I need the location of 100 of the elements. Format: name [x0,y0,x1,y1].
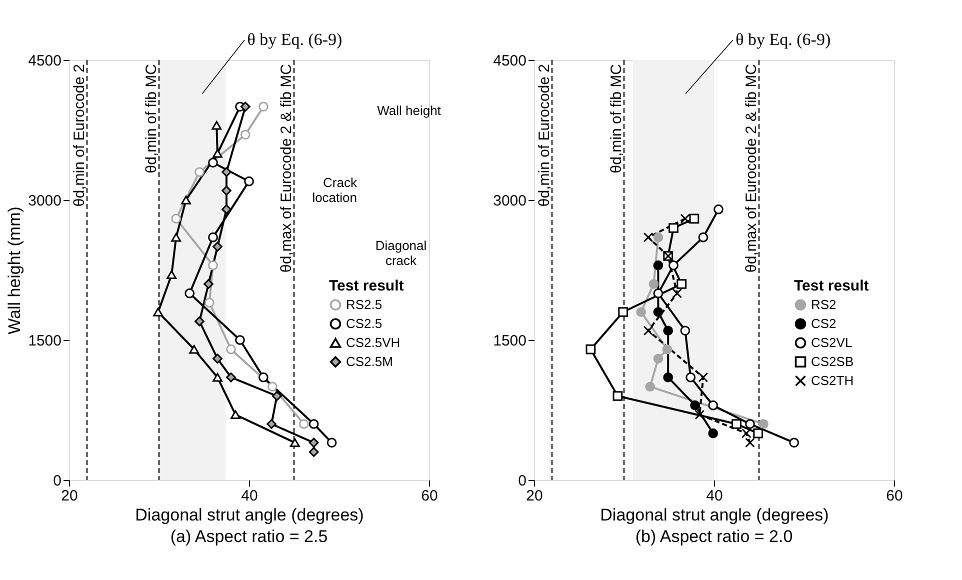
point [653,260,664,270]
point [308,419,319,429]
point [745,438,755,448]
point [643,232,654,242]
point [745,419,755,429]
point [618,307,628,317]
legend-label: RS2 [811,296,836,312]
annotation: Diagonal crack [375,238,427,268]
point [643,326,654,336]
point [267,382,278,392]
x-axis-title: Diagonal strut angle (degrees) [600,506,829,524]
point [226,344,236,354]
legend-label: CS2 [811,316,836,331]
point [244,176,254,186]
point [258,102,268,112]
x-tick-label: 20 [61,488,78,504]
point [171,232,182,242]
legend-label: CS2.5 [346,316,382,331]
point [694,410,705,420]
point [153,308,164,316]
point [653,232,664,242]
point [758,419,768,429]
point [194,316,204,326]
point [212,148,222,158]
x-tick-label: 60 [421,488,438,504]
point [212,120,222,130]
point [171,214,182,224]
point [732,419,742,429]
point [653,354,664,364]
ref-line-label: θd,min of Eurocode 2 [536,64,553,207]
x-tick-label: 40 [706,488,723,504]
point [698,232,708,242]
point [235,335,245,345]
point [240,102,250,112]
legend-label: RS2.5 [346,296,382,312]
legend-label: CS2.5M [346,354,393,369]
point [668,260,678,270]
y-tick-label: 1500 [493,332,526,350]
x-tick-label: 60 [886,488,903,504]
point [212,372,222,382]
annotation: Crack location [312,175,358,205]
point [204,298,214,308]
point [741,428,752,438]
point [226,372,236,382]
point [181,196,191,204]
y-tick-label: 0 [518,472,526,490]
ref-line-label: θd,min of fib MC [608,64,625,174]
point [222,186,232,196]
text: (b) Aspect ratio = 2.0 [635,527,793,546]
y-tick-label: 0 [53,472,62,490]
point [689,214,700,224]
point [662,344,672,354]
x-tick-label: 40 [241,488,258,504]
point [708,400,718,410]
point [272,391,282,401]
point [663,372,674,382]
x-axis-title: Diagonal strut angle (degrees) [135,506,364,524]
point [290,438,300,448]
legend-title: Test result [329,277,404,294]
band-label: θ by Eq. (6-9) [736,30,831,49]
legend-label: CS2VL [811,334,852,350]
point [222,167,232,177]
text: (a) Aspect ratio = 2.5 [170,527,328,546]
point [663,326,674,336]
annotation: Wall height [377,103,442,118]
point [258,372,268,382]
point [648,279,659,289]
ref-line-label: θd,max of Eurocode 2 & fib MC [278,64,295,272]
point [166,270,177,280]
point [298,419,309,429]
y-tick-label: 4500 [493,52,526,70]
ref-line-label: θd,max of Eurocode 2 & fib MC [743,64,760,272]
y-tick-label: 3000 [28,192,62,210]
point [240,130,250,140]
point [653,307,664,317]
legend-label: CS2TH [811,372,854,388]
point [690,400,700,410]
y-tick-label: 3000 [493,192,526,210]
y-tick-label: 4500 [28,52,62,70]
point [208,260,218,270]
point [653,288,664,298]
point [222,204,232,214]
point [680,326,690,336]
y-tick-label: 1500 [28,332,62,350]
point [714,204,724,214]
point [672,288,682,298]
point [708,428,718,438]
point [194,167,204,177]
band-label: θ by Eq. (6-9) [247,30,342,49]
point [189,344,200,354]
y-axis-title: Wall height (mm) [5,206,24,334]
point [612,391,623,401]
ref-line-label: θd,min of fib MC [143,64,160,174]
legend-label: CS2.5VH [346,334,400,350]
point [212,242,222,252]
legend-label: CS2SB [811,354,854,369]
ref-line-label: θd,min of Eurocode 2 [71,64,88,207]
point [204,279,214,289]
point [676,279,687,289]
point [645,382,656,392]
